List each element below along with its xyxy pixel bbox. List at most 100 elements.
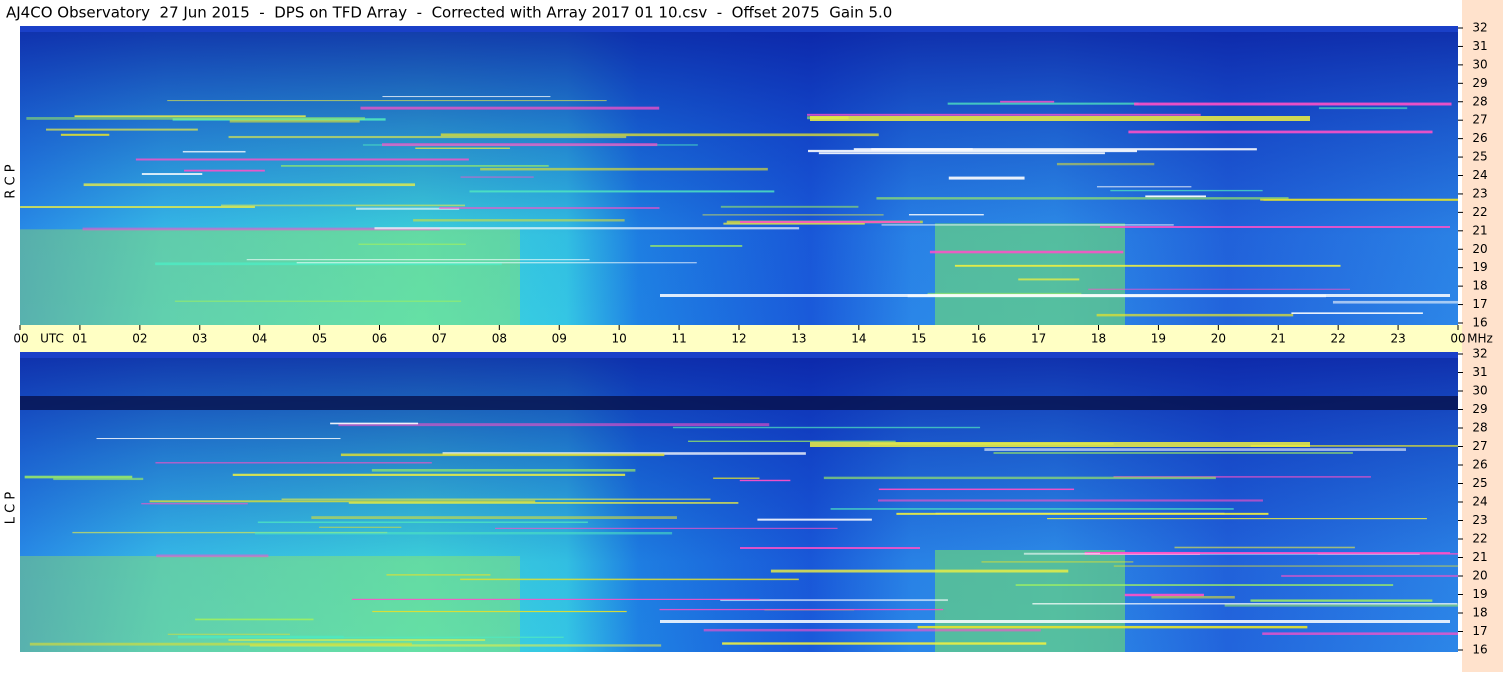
signal-streak [270, 636, 564, 638]
signal-streak [810, 442, 1310, 447]
signal-streak [296, 262, 697, 264]
frequency-label: 21 [1472, 550, 1487, 564]
signal-streak [141, 503, 248, 505]
signal-streak [1088, 288, 1351, 290]
signal-streak [878, 488, 1075, 491]
signal-streak [1113, 565, 1458, 567]
time-label: 03 [192, 332, 207, 346]
signal-streak [174, 300, 462, 302]
time-label: 20 [1211, 332, 1226, 346]
time-label: 22 [1331, 332, 1346, 346]
broadcast-block [935, 550, 1125, 652]
signal-streak [440, 133, 879, 137]
signal-streak [280, 165, 549, 167]
signal-streak [439, 207, 660, 209]
signal-streak [808, 149, 1137, 153]
signal-streak [702, 214, 884, 216]
frequency-label: 17 [1472, 297, 1487, 311]
panel-label: R C P [4, 164, 19, 198]
time-label: 23 [1390, 332, 1405, 346]
broadcast-block [935, 223, 1125, 325]
signal-streak [954, 264, 1341, 267]
time-label: 09 [552, 332, 567, 346]
signal-streak [228, 135, 627, 139]
title: AJ4CO Observatory 27 Jun 2015 - DPS on T… [6, 4, 892, 22]
signal-streak [83, 183, 416, 187]
utc-label: UTC [40, 332, 64, 346]
signal-streak [720, 599, 948, 602]
signal-streak [770, 569, 1069, 573]
time-label: 07 [432, 332, 447, 346]
signal-streak [1291, 312, 1423, 314]
frequency-label: 30 [1472, 384, 1487, 398]
signal-streak [1174, 546, 1355, 549]
signal-streak [1018, 278, 1080, 281]
signal-streak [650, 245, 743, 247]
signal-streak [1096, 185, 1192, 188]
frequency-label: 27 [1472, 113, 1487, 127]
frequency-label: 32 [1472, 21, 1487, 35]
time-label: 17 [1031, 332, 1046, 346]
signal-streak [257, 521, 588, 524]
frequency-label: 30 [1472, 57, 1487, 71]
frequency-label: 28 [1472, 421, 1487, 435]
time-label: 18 [1091, 332, 1106, 346]
dark-band [20, 396, 1458, 410]
frequency-label: 25 [1472, 476, 1487, 490]
signal-streak [981, 561, 1134, 563]
signal-streak [348, 502, 739, 504]
signal-streak [72, 531, 388, 534]
signal-streak [149, 500, 536, 503]
signal-streak [917, 625, 1308, 629]
signal-streak [74, 115, 306, 118]
signal-streak [246, 259, 590, 261]
signal-streak [355, 207, 460, 210]
time-label: 21 [1271, 332, 1286, 346]
signal-streak [249, 644, 662, 647]
signal-streak [46, 128, 198, 131]
signal-streak [1134, 102, 1452, 106]
signal-streak [739, 479, 791, 482]
signal-streak [374, 227, 800, 230]
signal-streak [82, 227, 440, 231]
frequency-label: 20 [1472, 569, 1487, 583]
signal-streak [228, 639, 486, 641]
signal-streak [876, 197, 1289, 200]
signal-streak [167, 100, 607, 102]
signal-streak [53, 477, 144, 481]
frequency-label: 31 [1472, 39, 1487, 53]
signal-streak [311, 516, 677, 519]
signal-streak [351, 598, 760, 601]
signal-streak [495, 527, 838, 529]
signal-streak [360, 106, 660, 110]
frequency-label: 19 [1472, 260, 1487, 274]
frequency-label: 32 [1472, 347, 1487, 361]
signal-streak [469, 190, 775, 193]
signal-streak [195, 618, 314, 621]
time-label: 16 [971, 332, 986, 346]
signal-streak [818, 152, 1105, 155]
time-label: 14 [851, 332, 866, 346]
frequency-label: 20 [1472, 242, 1487, 256]
time-label: 00 [13, 332, 28, 346]
signal-streak [1113, 476, 1371, 478]
signal-streak [442, 452, 806, 455]
frequency-label: 21 [1472, 223, 1487, 237]
signal-streak [713, 477, 760, 479]
signal-streak [232, 473, 626, 476]
signal-streak [60, 133, 110, 136]
signal-streak [1151, 595, 1235, 599]
frequency-label: 24 [1472, 168, 1487, 182]
signal-streak [1032, 603, 1458, 605]
signal-streak [29, 642, 412, 646]
signal-streak [460, 578, 799, 581]
signal-streak [415, 147, 510, 149]
signal-streak [141, 173, 203, 175]
right-strip [1462, 0, 1503, 672]
frequency-label: 23 [1472, 186, 1487, 200]
signal-streak [480, 167, 768, 171]
low-glow [20, 229, 520, 325]
signal-streak [20, 206, 255, 208]
top-band [20, 26, 1458, 32]
